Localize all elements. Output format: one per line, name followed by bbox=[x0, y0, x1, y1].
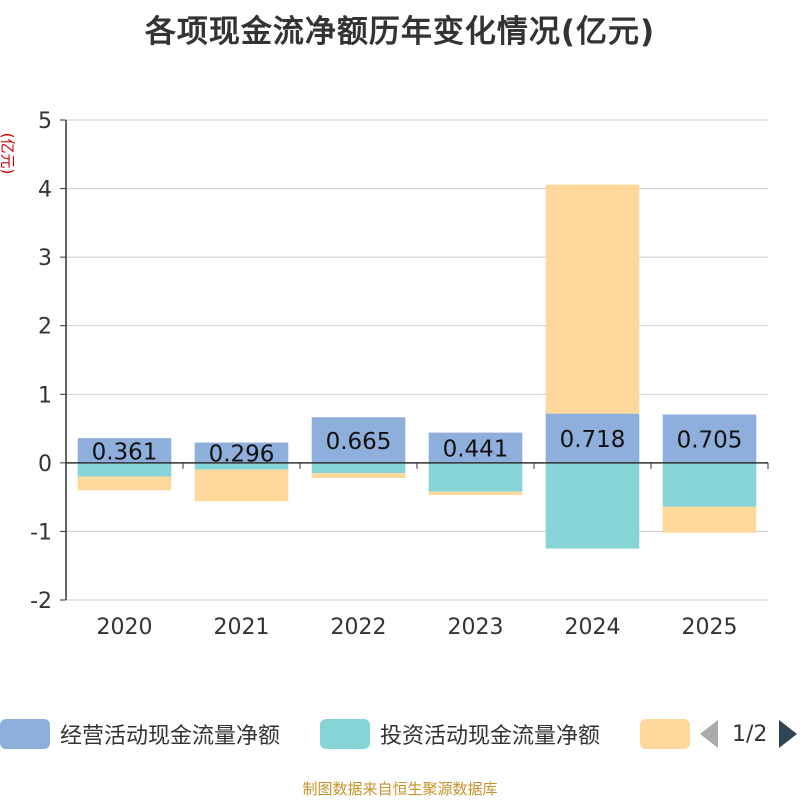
bar-operating-2020 bbox=[77, 438, 172, 463]
y-tick-label: -1 bbox=[30, 520, 52, 545]
legend-swatch-operating bbox=[0, 719, 50, 749]
bar-investing-2023 bbox=[428, 462, 523, 492]
legend-prev-icon[interactable] bbox=[700, 720, 718, 748]
x-tick-label-2024: 2024 bbox=[565, 615, 621, 640]
y-tick-label: 4 bbox=[38, 178, 52, 203]
x-tick-label-2022: 2022 bbox=[331, 615, 387, 640]
bar-operating-2023 bbox=[428, 432, 523, 463]
x-tick-label-2020: 2020 bbox=[97, 615, 153, 640]
bar-financing-2022 bbox=[311, 473, 406, 478]
bar-financing-2024 bbox=[545, 184, 640, 414]
y-tick-label: 0 bbox=[38, 452, 52, 477]
x-tick-label-2025: 2025 bbox=[682, 615, 738, 640]
legend-item-investing[interactable]: 投资活动现金流量净额 bbox=[320, 716, 600, 752]
y-tick-label: 2 bbox=[38, 315, 52, 340]
bar-investing-2024 bbox=[545, 462, 640, 549]
bar-operating-2021 bbox=[194, 442, 289, 463]
legend-label-operating: 经营活动现金流量净额 bbox=[60, 724, 281, 749]
bar-financing-2021 bbox=[194, 469, 289, 502]
legend-swatch-financing bbox=[640, 719, 690, 749]
legend: 经营活动现金流量净额 投资活动现金流量净额 bbox=[0, 716, 800, 752]
legend-pager: 1/2 bbox=[700, 716, 798, 752]
legend-swatch-investing bbox=[320, 719, 370, 749]
chart-area: 5 4 3 2 1 0 -1 -2 2020 2021 2022 2023 2024 2025 0.361… bbox=[30, 109, 769, 640]
x-tick-label-2023: 2023 bbox=[448, 615, 504, 640]
bar-investing-2021 bbox=[194, 462, 289, 470]
legend-next-icon[interactable] bbox=[779, 720, 798, 748]
bar-financing-2025 bbox=[662, 506, 757, 533]
legend-page-indicator: 1/2 bbox=[732, 721, 768, 747]
legend-item-financing[interactable] bbox=[640, 716, 700, 752]
bar-operating-2025 bbox=[662, 414, 757, 463]
y-tick-label: 3 bbox=[38, 246, 52, 271]
data-source-footer: 制图数据来自恒生聚源数据库 bbox=[302, 780, 498, 798]
legend-item-operating[interactable]: 经营活动现金流量净额 bbox=[0, 716, 280, 752]
data-label-2020: 0.361 bbox=[92, 439, 158, 465]
data-label-2022: 0.665 bbox=[326, 429, 392, 455]
y-tick-label: -2 bbox=[30, 589, 52, 614]
y-tick-label: 5 bbox=[38, 109, 52, 134]
data-label-2025: 0.705 bbox=[677, 428, 743, 454]
bar-financing-2023 bbox=[428, 491, 523, 496]
bar-operating-2022 bbox=[311, 417, 406, 463]
bar-investing-2022 bbox=[311, 462, 406, 474]
data-label-2023: 0.441 bbox=[443, 437, 509, 463]
x-tick-label-2021: 2021 bbox=[214, 615, 270, 640]
bar-investing-2025 bbox=[662, 462, 757, 507]
bar-operating-2024 bbox=[545, 413, 640, 463]
data-label-2021: 0.296 bbox=[209, 442, 275, 468]
y-tick-label: 1 bbox=[38, 383, 52, 408]
legend-label-investing: 投资活动现金流量净额 bbox=[380, 724, 601, 749]
chart-title: 各项现金流净额历年变化情况(亿元) bbox=[144, 14, 656, 50]
data-label-2024: 0.718 bbox=[560, 427, 626, 453]
bar-investing-2020 bbox=[77, 462, 172, 477]
bar-financing-2020 bbox=[77, 476, 172, 491]
